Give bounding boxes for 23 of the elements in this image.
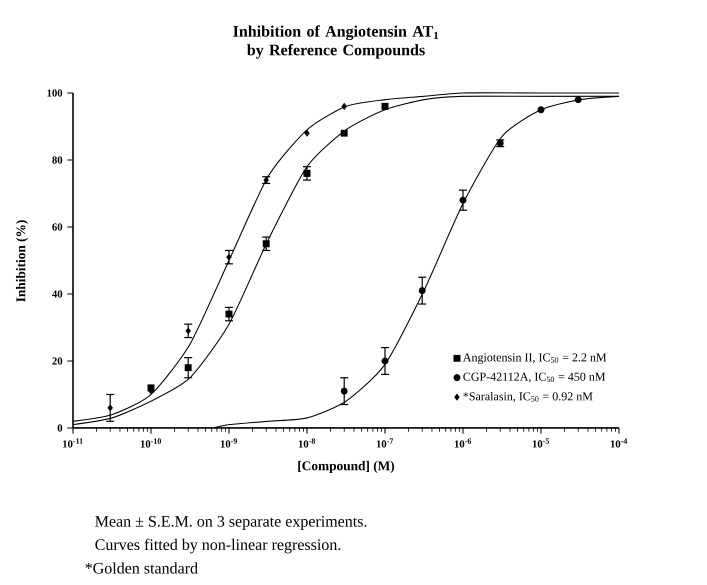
y-tick-label: 20 <box>52 357 62 365</box>
y-axis-title: Inhibition (%) <box>16 220 28 302</box>
chart-title: Inhibition of Angiotensin AT$_{1}$ by Reference Compounds <box>233 25 438 59</box>
x-tick-label: 10$^{-10}$ <box>140 438 162 448</box>
x-tick-label: 10$^{-11}$ <box>63 438 83 448</box>
x-tick-label: 10$^{-4}$ <box>610 438 628 448</box>
text: *Golden standard <box>85 562 198 574</box>
x-tick-label: 10$^{-5}$ <box>532 438 550 448</box>
x-axis-title: [Compound] (M) <box>298 460 394 474</box>
text: Mean ± S.E.M. on 3 separate experiments. <box>95 516 366 530</box>
y-tick-label: 0 <box>58 424 62 432</box>
y-tick-label: 80 <box>52 156 62 164</box>
y-tick-label: 60 <box>52 223 62 231</box>
legend-label: Angiotensin II, IC$_{50}$ = 2.2 nM <box>462 353 606 364</box>
x-tick-label: 10$^{-6}$ <box>454 438 472 448</box>
text: Curves fitted by non-linear regression. <box>95 538 340 554</box>
y-tick-label: 100 <box>47 89 62 97</box>
y-tick-label: 40 <box>52 290 62 298</box>
legend-label: CGP-42112A, IC$_{50}$ = 450 nM <box>463 372 606 382</box>
x-tick-label: 10$^{-9}$ <box>220 438 238 448</box>
x-tick-label: 10$^{-7}$ <box>376 438 394 448</box>
legend-label: *Saralasin, IC$_{50}$ = 0.92 nM <box>463 392 593 402</box>
x-tick-label: 10$^{-8}$ <box>298 438 316 448</box>
